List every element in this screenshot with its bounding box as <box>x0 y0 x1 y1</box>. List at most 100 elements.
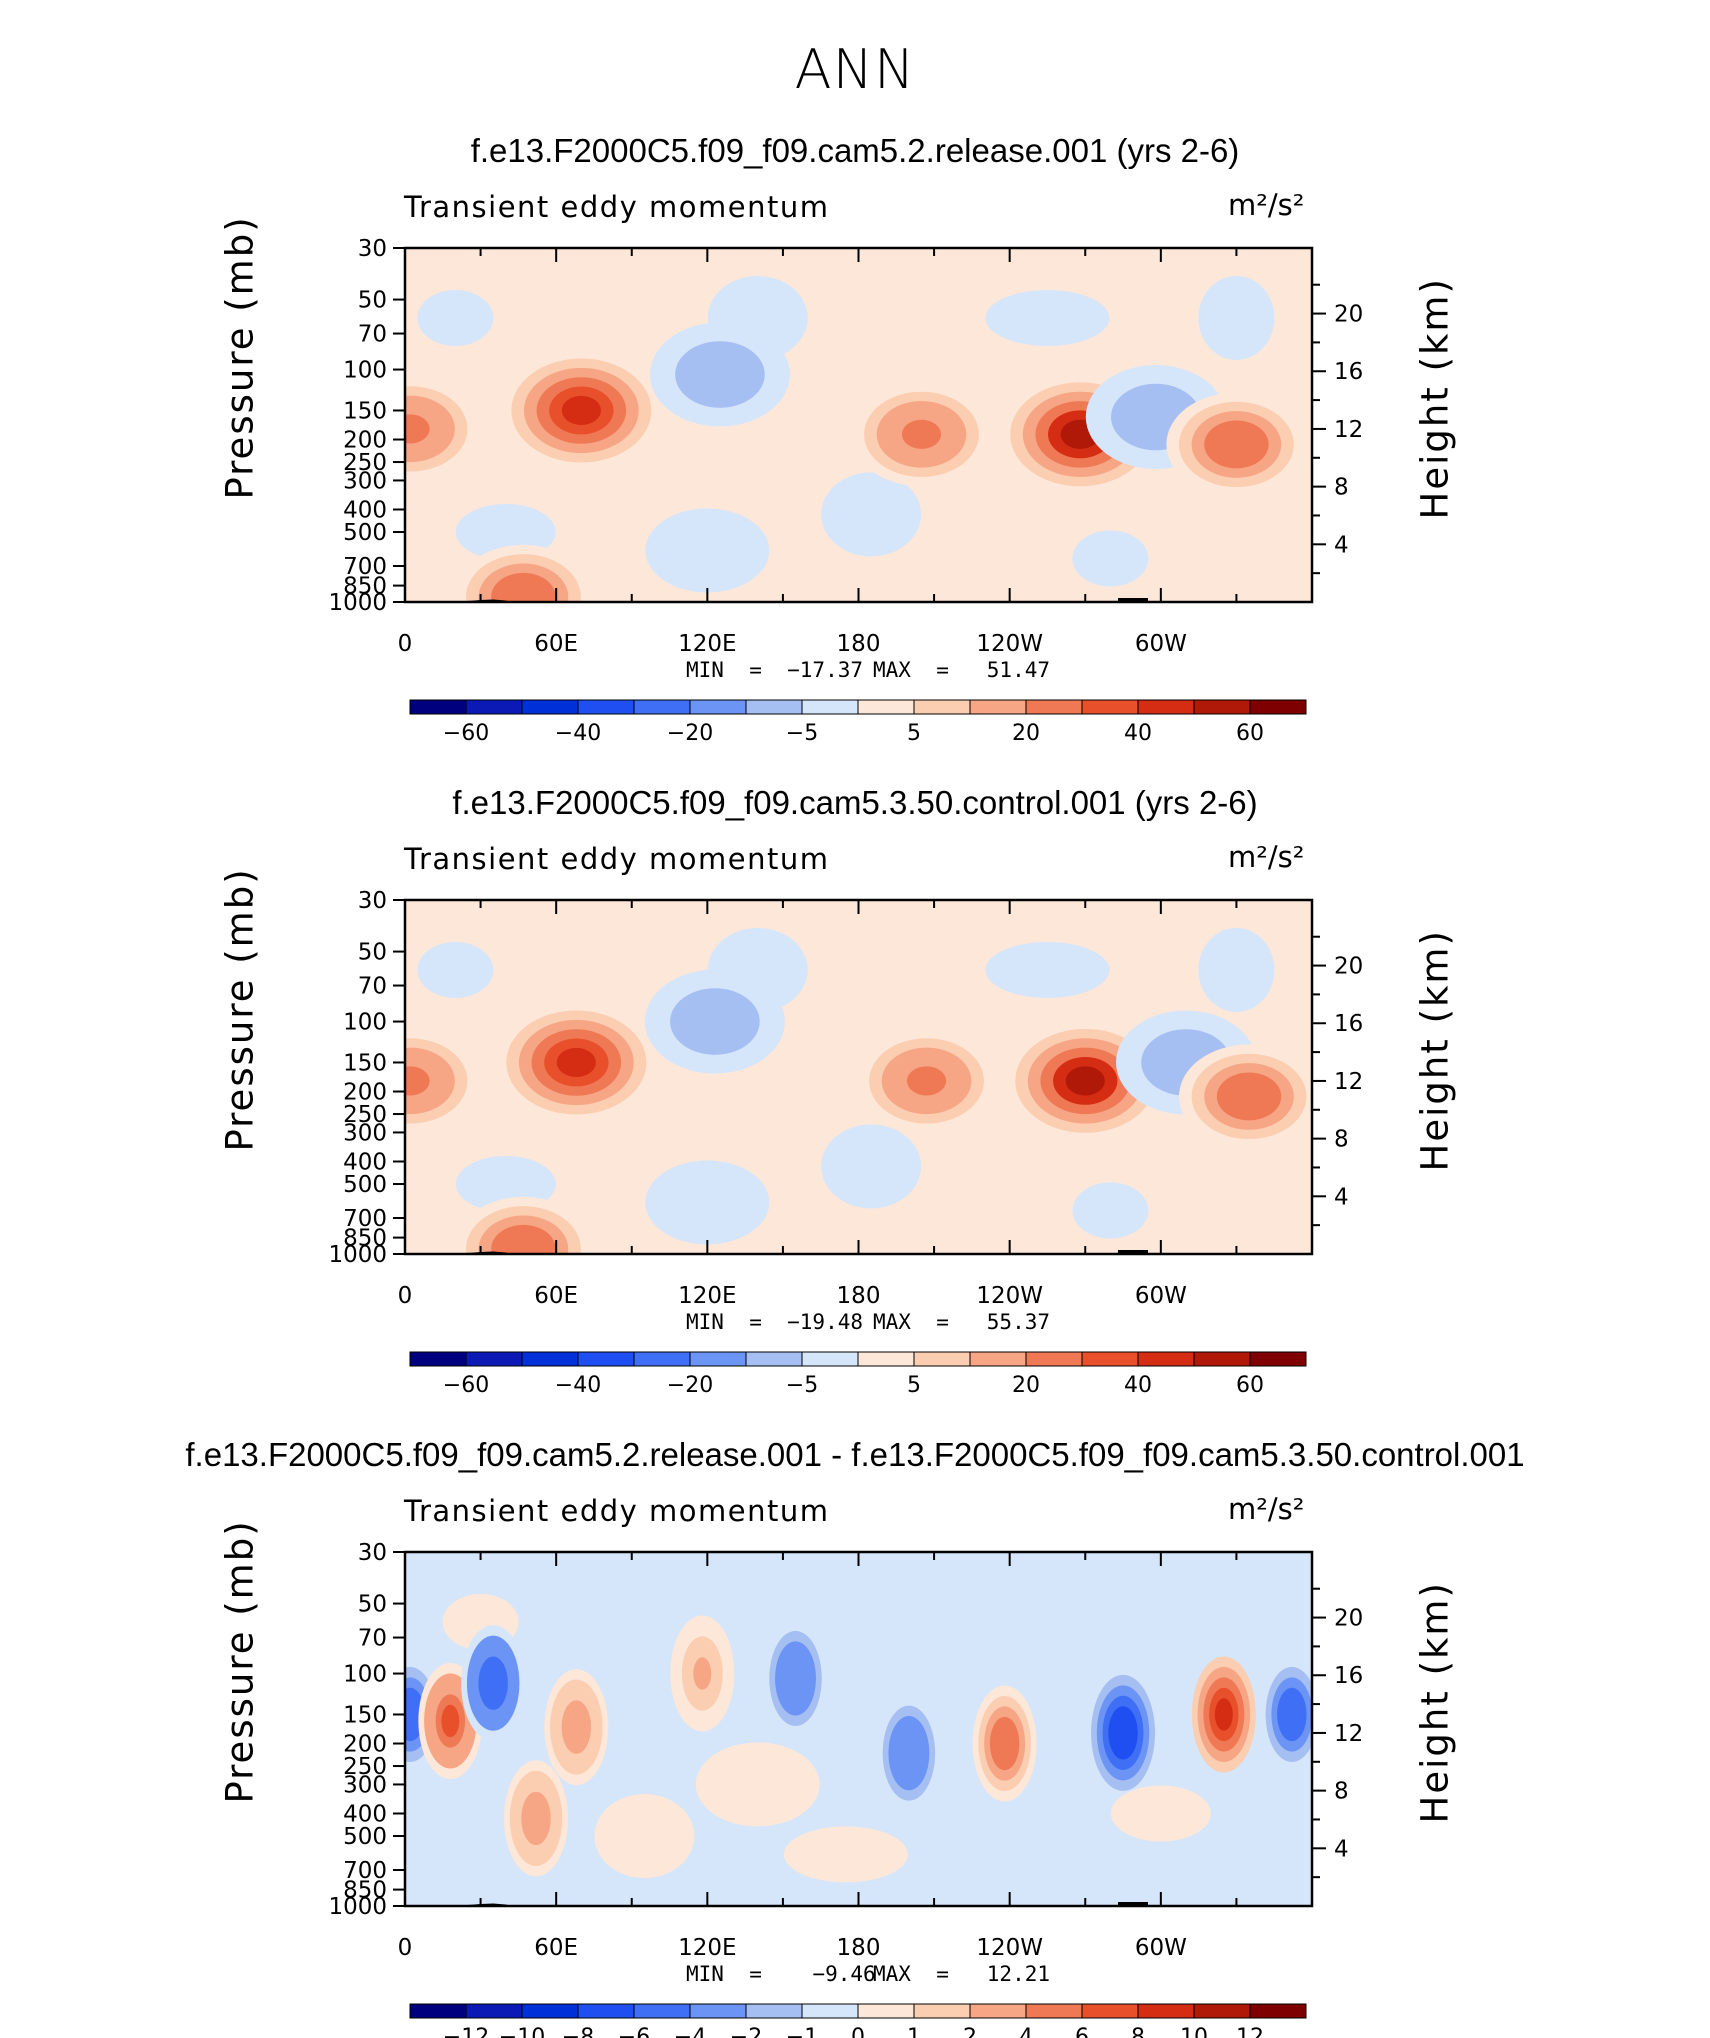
contour-region <box>645 508 770 593</box>
y-tick-label: 500 <box>343 520 387 546</box>
colorbar-box <box>521 2003 579 2019</box>
x-tick-label: 60E <box>534 631 578 657</box>
y-tick-label: 70 <box>358 322 387 348</box>
colorbar-box <box>1137 699 1195 715</box>
y-tick-label: 300 <box>343 1772 387 1798</box>
x-tick-label: 0 <box>398 1935 413 1961</box>
colorbar-label: 20 <box>1012 721 1040 746</box>
colorbar-box <box>913 1351 971 1367</box>
colorbar-box <box>1249 699 1307 715</box>
panel-2-variable: Transient eddy momentum <box>404 842 830 876</box>
colorbar-box <box>577 2003 635 2019</box>
colorbar-label: 1 <box>907 2025 921 2038</box>
colorbar-label: 40 <box>1124 721 1152 746</box>
colorbar-box <box>801 2003 859 2019</box>
x-tick-label: 180 <box>837 1283 881 1309</box>
terrain <box>1118 1902 1149 1906</box>
right-tick-label: 20 <box>1334 302 1363 328</box>
colorbar-label: −5 <box>786 721 818 746</box>
colorbar-label: 5 <box>907 721 921 746</box>
colorbar-label: −20 <box>667 1373 713 1398</box>
contour-feature <box>901 419 942 449</box>
colorbar-label: −40 <box>555 1373 601 1398</box>
colorbar-box <box>857 2003 915 2019</box>
colorbar-label: −5 <box>786 1373 818 1398</box>
colorbar-label: 8 <box>1131 2025 1145 2038</box>
contour-feature <box>405 1066 430 1096</box>
contour-region <box>417 289 494 346</box>
contour-region <box>1110 1785 1211 1842</box>
right-tick-label: 12 <box>1334 417 1363 443</box>
y-tick-label: 100 <box>343 1010 387 1036</box>
y-tick-label: 50 <box>358 1592 387 1618</box>
colorbar-label: −60 <box>443 1373 489 1398</box>
contour-feature <box>906 1066 947 1096</box>
y-tick-label: 200 <box>343 1732 387 1758</box>
panel-2-title: f.e13.F2000C5.f09_f09.cam5.3.50.control.… <box>452 784 1258 821</box>
y-tick-label: 200 <box>343 428 387 454</box>
panel-3-min: MIN = −9.46 <box>686 1962 876 1986</box>
colorbar-box <box>1025 699 1083 715</box>
y-tick-label: 70 <box>358 974 387 1000</box>
colorbar-label: 60 <box>1236 1373 1264 1398</box>
contour-region <box>985 289 1110 346</box>
contour-region <box>594 1794 695 1879</box>
colorbar-box <box>1193 1351 1251 1367</box>
contour-feature <box>695 1006 735 1037</box>
contour-feature <box>567 1710 586 1744</box>
colorbar-label: −4 <box>674 2025 706 2038</box>
y-tick-label: 300 <box>343 1120 387 1146</box>
x-tick-label: 60W <box>1135 1935 1187 1961</box>
colorbar-box <box>1025 2003 1083 2019</box>
colorbar-box <box>857 699 915 715</box>
colorbar-box <box>913 699 971 715</box>
colorbar-box <box>633 699 691 715</box>
colorbar-box <box>801 699 859 715</box>
contour-feature <box>405 1698 419 1731</box>
contour-region <box>985 941 1110 998</box>
colorbar-label: 5 <box>907 1373 921 1398</box>
colorbar-label: 4 <box>1019 2025 1033 2038</box>
colorbar-box <box>745 2003 803 2019</box>
contour-feature <box>556 1047 596 1078</box>
colorbar-label: −2 <box>730 2025 762 2038</box>
colorbar-box <box>857 1351 915 1367</box>
colorbar-label: 2 <box>963 2025 977 2038</box>
colorbar-box <box>1025 1351 1083 1367</box>
y-tick-label: 30 <box>358 236 387 262</box>
x-tick-label: 60E <box>534 1283 578 1309</box>
contour-region <box>783 1826 908 1883</box>
x-tick-label: 120W <box>976 631 1043 657</box>
right-tick-label: 8 <box>1334 475 1349 501</box>
contour-feature <box>1136 402 1176 432</box>
colorbar-box <box>689 699 747 715</box>
contour-feature <box>527 1802 545 1835</box>
contour-region <box>417 941 494 998</box>
x-tick-label: 120W <box>976 1283 1043 1309</box>
colorbar-box <box>1249 2003 1307 2019</box>
contour-feature <box>693 1657 712 1690</box>
contour-region <box>1072 530 1149 587</box>
colorbar-label: 6 <box>1075 2025 1089 2038</box>
y-tick-label: 400 <box>343 1801 387 1827</box>
contour-feature <box>786 1662 805 1695</box>
contour-region <box>1198 275 1275 360</box>
contour-feature <box>995 1727 1014 1760</box>
colorbar-box <box>1137 2003 1195 2019</box>
y-tick-label: 250 <box>343 450 387 476</box>
y-tick-label: 300 <box>343 468 387 494</box>
y-tick-label: 500 <box>343 1824 387 1850</box>
colorbar-label: 12 <box>1236 2025 1264 2038</box>
contour-feature <box>1114 1716 1133 1750</box>
x-tick-label: 0 <box>398 1283 413 1309</box>
y-tick-label: 700 <box>343 1206 387 1232</box>
panel-2-units: m²/s² <box>1228 840 1305 874</box>
contour-feature <box>1065 1066 1105 1096</box>
colorbar-box <box>1081 2003 1139 2019</box>
colorbar-box <box>1137 1351 1195 1367</box>
right-tick-label: 20 <box>1334 954 1363 980</box>
colorbar-label: −40 <box>555 721 601 746</box>
y-tick-label: 500 <box>343 1172 387 1198</box>
colorbar-box <box>577 699 635 715</box>
